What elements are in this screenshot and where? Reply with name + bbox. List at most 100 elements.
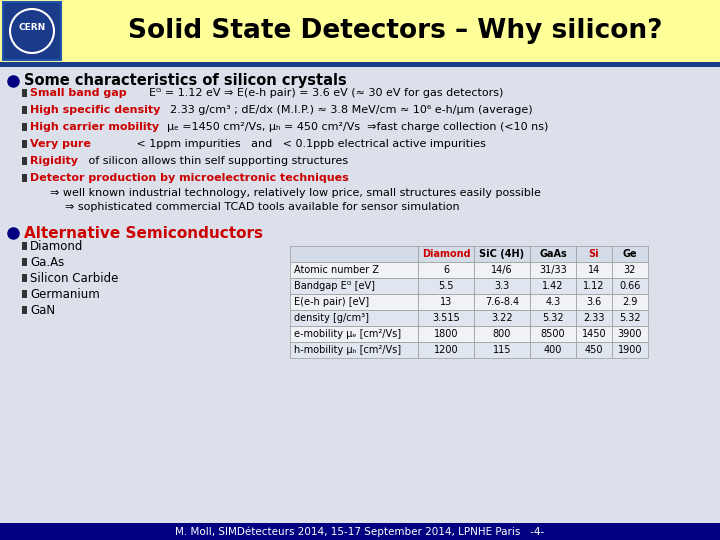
Bar	[22, 306, 27, 314]
Bar	[576, 294, 612, 310]
Bar	[576, 342, 612, 358]
Text: 1450: 1450	[582, 329, 606, 339]
Text: M. Moll, SIMDétecteurs 2014, 15-17 September 2014, LPNHE Paris   -4-: M. Moll, SIMDétecteurs 2014, 15-17 Septe…	[176, 526, 544, 537]
Text: Ga.As: Ga.As	[30, 255, 64, 268]
Bar	[576, 326, 612, 342]
Text: CERN: CERN	[19, 24, 45, 32]
Text: Bandgap Eᴳ [eV]: Bandgap Eᴳ [eV]	[294, 281, 375, 291]
Bar	[418, 294, 474, 310]
Text: ⇒ well known industrial technology, relatively low price, small structures easil: ⇒ well known industrial technology, rela…	[50, 188, 541, 198]
Text: Silicon Carbide: Silicon Carbide	[30, 272, 118, 285]
Text: 31/33: 31/33	[539, 265, 567, 275]
Text: 3.6: 3.6	[586, 297, 602, 307]
Text: Ge: Ge	[623, 249, 637, 259]
Text: E(e-h pair) [eV]: E(e-h pair) [eV]	[294, 297, 369, 307]
Bar	[3, 2, 61, 60]
Text: 5.32: 5.32	[619, 313, 641, 323]
Bar	[474, 294, 530, 310]
Bar	[576, 246, 612, 262]
Text: e-mobility μₑ [cm²/Vs]: e-mobility μₑ [cm²/Vs]	[294, 329, 401, 339]
Bar	[576, 278, 612, 294]
Bar	[0, 523, 720, 540]
Text: 3.3: 3.3	[495, 281, 510, 291]
Text: 14: 14	[588, 265, 600, 275]
Bar	[418, 342, 474, 358]
Text: 32: 32	[624, 265, 636, 275]
Text: Eᴳ = 1.12 eV ⇒ E(e-h pair) = 3.6 eV (≈ 30 eV for gas detectors): Eᴳ = 1.12 eV ⇒ E(e-h pair) = 3.6 eV (≈ 3…	[135, 88, 503, 98]
Bar	[290, 310, 418, 326]
Bar	[290, 262, 418, 278]
Bar	[530, 294, 576, 310]
Text: GaAs: GaAs	[539, 249, 567, 259]
Text: 4.3: 4.3	[545, 297, 561, 307]
Text: Germanium: Germanium	[30, 287, 100, 300]
Text: 115: 115	[492, 345, 511, 355]
Text: 800: 800	[492, 329, 511, 339]
Bar	[474, 262, 530, 278]
Text: 8500: 8500	[541, 329, 565, 339]
Bar	[530, 246, 576, 262]
Bar	[612, 278, 648, 294]
Text: High specific density: High specific density	[30, 105, 161, 115]
Bar	[474, 278, 530, 294]
Bar	[474, 310, 530, 326]
Text: High carrier mobility: High carrier mobility	[30, 122, 159, 132]
Text: Some characteristics of silicon crystals: Some characteristics of silicon crystals	[24, 73, 347, 89]
Bar	[474, 326, 530, 342]
Bar	[0, 62, 720, 67]
Text: 0.66: 0.66	[619, 281, 641, 291]
Bar	[612, 246, 648, 262]
Bar	[612, 262, 648, 278]
Bar	[576, 310, 612, 326]
Bar	[290, 246, 418, 262]
Bar	[22, 274, 27, 282]
Bar	[612, 342, 648, 358]
Text: Very pure: Very pure	[30, 139, 91, 149]
Text: 7.6-8.4: 7.6-8.4	[485, 297, 519, 307]
Bar	[418, 310, 474, 326]
Bar	[22, 123, 27, 131]
Bar	[418, 246, 474, 262]
Bar	[22, 258, 27, 266]
Text: Diamond: Diamond	[422, 249, 470, 259]
Bar	[530, 310, 576, 326]
Text: Detector production by microelectronic techniques: Detector production by microelectronic t…	[30, 173, 348, 183]
Text: Solid State Detectors – Why silicon?: Solid State Detectors – Why silicon?	[127, 18, 662, 44]
Text: 6: 6	[443, 265, 449, 275]
Bar	[612, 310, 648, 326]
Text: 2.33 g/cm³ ; dE/dx (M.I.P.) ≈ 3.8 MeV/cm ≈ 10⁶ e-h/μm (average): 2.33 g/cm³ ; dE/dx (M.I.P.) ≈ 3.8 MeV/cm…	[170, 105, 533, 115]
Bar	[612, 326, 648, 342]
Text: < 1ppm impurities   and   < 0.1ppb electrical active impurities: < 1ppm impurities and < 0.1ppb electrica…	[98, 139, 486, 149]
Text: h-mobility μₕ [cm²/Vs]: h-mobility μₕ [cm²/Vs]	[294, 345, 401, 355]
Text: 5.32: 5.32	[542, 313, 564, 323]
Bar	[530, 278, 576, 294]
Bar	[576, 262, 612, 278]
Bar	[290, 278, 418, 294]
Text: 3.22: 3.22	[491, 313, 513, 323]
Text: 400: 400	[544, 345, 562, 355]
Bar	[22, 242, 27, 250]
Text: Diamond: Diamond	[30, 240, 84, 253]
Text: 3900: 3900	[618, 329, 642, 339]
Text: SiC (4H): SiC (4H)	[480, 249, 525, 259]
Bar	[418, 278, 474, 294]
Text: 13: 13	[440, 297, 452, 307]
Bar	[22, 290, 27, 298]
Bar	[418, 326, 474, 342]
Text: ⇒ sophisticated commercial TCAD tools available for sensor simulation: ⇒ sophisticated commercial TCAD tools av…	[65, 202, 459, 212]
Text: Rigidity: Rigidity	[30, 156, 78, 166]
Bar	[530, 262, 576, 278]
Text: μₑ =1450 cm²/Vs, μₕ = 450 cm²/Vs  ⇒fast charge collection (<10 ns): μₑ =1450 cm²/Vs, μₕ = 450 cm²/Vs ⇒fast c…	[167, 122, 549, 132]
Text: Small band gap: Small band gap	[30, 88, 127, 98]
Bar	[290, 342, 418, 358]
Text: density [g/cm³]: density [g/cm³]	[294, 313, 369, 323]
Text: Si: Si	[589, 249, 599, 259]
Bar	[612, 294, 648, 310]
Bar	[474, 342, 530, 358]
Text: 1.12: 1.12	[583, 281, 605, 291]
Text: 1200: 1200	[433, 345, 459, 355]
Bar	[22, 106, 27, 114]
Bar	[22, 157, 27, 165]
Bar	[290, 326, 418, 342]
Bar	[530, 342, 576, 358]
